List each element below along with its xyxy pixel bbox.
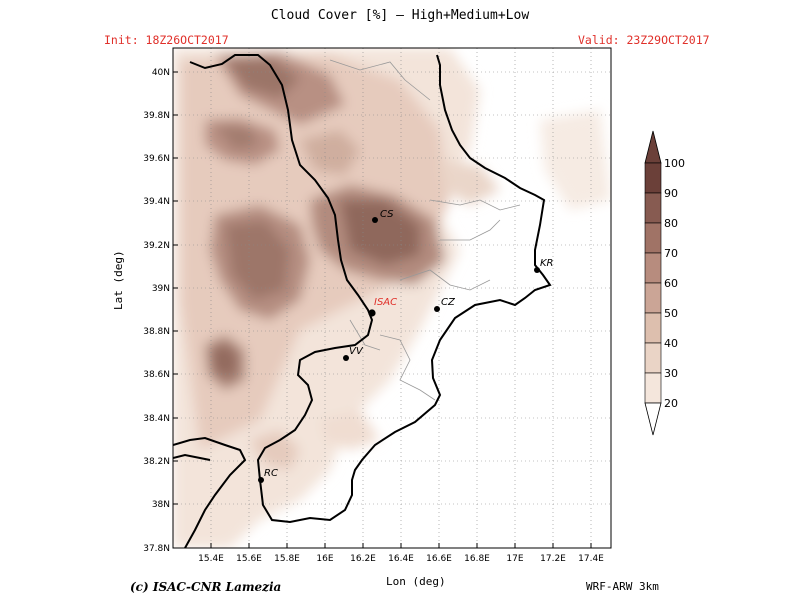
- lon-tick: 17.4E: [578, 554, 604, 564]
- colorbar-label: 30: [664, 367, 678, 380]
- city-rc[interactable]: RC: [258, 468, 278, 483]
- lon-tick-labels: 15.4E 15.6E 15.8E 16E 16.2E 16.4E 16.6E …: [198, 554, 604, 564]
- lon-tick: 16.8E: [464, 554, 490, 564]
- init-time: Init: 18Z26OCT2017: [104, 33, 229, 47]
- coastline: [173, 54, 552, 548]
- lon-tick: 15.4E: [198, 554, 224, 564]
- colorbar-label: 80: [664, 217, 678, 230]
- lat-tick: 39.4N: [143, 197, 170, 207]
- colorbar-label: 20: [664, 397, 678, 410]
- city-label-vv: VV: [349, 346, 364, 357]
- colorbar-label: 100: [664, 157, 685, 170]
- lat-tick: 37.8N: [143, 544, 170, 554]
- colorbar-swatch: [644, 342, 662, 374]
- lon-tick: 16.2E: [350, 554, 376, 564]
- colorbar-bottom-arrow: [644, 402, 662, 436]
- city-isac[interactable]: ISAC: [368, 297, 397, 317]
- city-label-rc: RC: [264, 468, 278, 479]
- colorbar-swatch: [644, 312, 662, 344]
- colorbar-swatch: [644, 372, 662, 404]
- city-markers: CS KR ISAC CZ VV RC: [258, 209, 554, 483]
- lat-tick: 38.6N: [143, 370, 170, 380]
- lat-tick: 38N: [152, 500, 170, 510]
- lon-tick: 15.8E: [274, 554, 300, 564]
- colorbar-label: 60: [664, 277, 678, 290]
- province-borders: [329, 59, 521, 401]
- colorbar-swatch: [644, 222, 662, 254]
- colorbar-swatch: [644, 252, 662, 284]
- x-axis-label: Lon (deg): [386, 575, 446, 588]
- lon-tick: 17E: [506, 554, 523, 564]
- lon-tick: 16.4E: [388, 554, 414, 564]
- lat-tick: 39.6N: [143, 154, 170, 164]
- colorbar-swatch: [644, 162, 662, 194]
- colorbar-top-arrow: [644, 130, 662, 164]
- cloud-cover-field: [173, 48, 611, 548]
- city-label-isac: ISAC: [374, 297, 397, 308]
- lat-tick: 40N: [152, 68, 170, 78]
- colorbar-label: 50: [664, 307, 678, 320]
- model-label: WRF-ARW 3km: [586, 580, 659, 593]
- city-cs[interactable]: CS: [372, 209, 394, 223]
- city-label-cz: CZ: [441, 297, 456, 308]
- colorbar-swatch: [644, 192, 662, 224]
- colorbar-label: 40: [664, 337, 678, 350]
- valid-time: Valid: 23Z29OCT2017: [578, 33, 710, 47]
- colorbar-labels: 100 90 80 70 60 50 40 30 20: [664, 157, 685, 410]
- lat-tick: 38.8N: [143, 327, 170, 337]
- plot-frame: [172, 47, 612, 549]
- lon-tick: 17.2E: [540, 554, 566, 564]
- colorbar-label: 90: [664, 187, 678, 200]
- lon-tick: 16.6E: [426, 554, 452, 564]
- city-vv[interactable]: VV: [343, 346, 364, 361]
- lat-tick: 38.2N: [143, 457, 170, 467]
- lat-tick: 39.2N: [143, 241, 170, 251]
- graticule: [173, 48, 611, 548]
- colorbar-swatch: [644, 282, 662, 314]
- colorbar: 100 90 80 70 60 50 40 30 20: [644, 130, 685, 436]
- lon-tick: 16E: [316, 554, 333, 564]
- lat-tick: 39N: [152, 284, 170, 294]
- map-title: Cloud Cover [%] — High+Medium+Low: [270, 8, 530, 23]
- credit-text: (c) ISAC-CNR Lamezia: [130, 580, 282, 594]
- lat-tick-labels: 37.8N 38N 38.2N 38.4N 38.6N 38.8N 39N 39…: [143, 68, 170, 554]
- lat-tick: 38.4N: [143, 414, 170, 424]
- y-axis-label: Lat (deg): [112, 250, 125, 310]
- city-cz[interactable]: CZ: [434, 297, 456, 312]
- city-label-cs: CS: [380, 209, 394, 220]
- axis-ticks: [173, 71, 592, 548]
- lon-tick: 15.6E: [236, 554, 262, 564]
- colorbar-label: 70: [664, 247, 678, 260]
- lat-tick: 39.8N: [143, 111, 170, 121]
- city-label-kr: KR: [540, 258, 554, 269]
- city-kr[interactable]: KR: [534, 258, 554, 273]
